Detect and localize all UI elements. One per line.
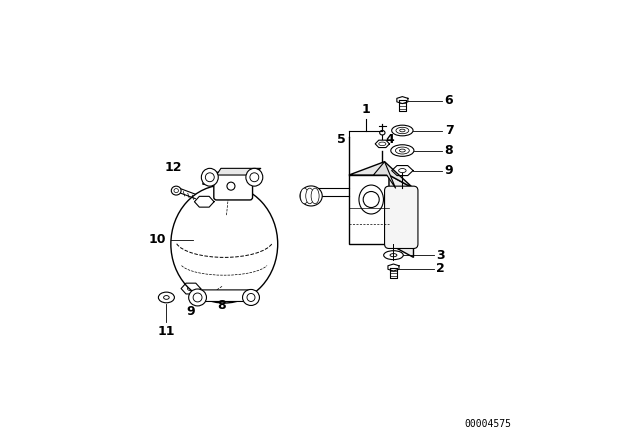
Circle shape [205, 173, 214, 182]
Ellipse shape [206, 275, 229, 289]
FancyBboxPatch shape [214, 172, 253, 200]
Ellipse shape [300, 188, 308, 204]
Ellipse shape [311, 188, 319, 204]
Polygon shape [349, 162, 413, 188]
Polygon shape [389, 175, 413, 258]
Ellipse shape [188, 286, 195, 291]
Ellipse shape [383, 251, 403, 260]
Ellipse shape [396, 147, 410, 154]
Ellipse shape [164, 296, 169, 299]
Ellipse shape [174, 189, 179, 193]
Ellipse shape [300, 186, 322, 206]
Text: 4: 4 [386, 133, 395, 146]
Text: 3: 3 [436, 249, 444, 262]
Text: 9: 9 [200, 175, 209, 188]
Text: 9: 9 [187, 306, 195, 319]
Circle shape [250, 173, 259, 182]
Text: 8: 8 [445, 144, 453, 157]
Polygon shape [216, 168, 261, 175]
Ellipse shape [211, 278, 225, 286]
Text: 2: 2 [436, 262, 445, 275]
Ellipse shape [172, 186, 181, 195]
Ellipse shape [379, 142, 386, 146]
Text: 5: 5 [337, 133, 346, 146]
Text: 8: 8 [227, 184, 236, 197]
Ellipse shape [306, 188, 314, 204]
Ellipse shape [216, 204, 237, 217]
Text: 8: 8 [218, 299, 227, 312]
Polygon shape [349, 175, 389, 244]
Ellipse shape [189, 289, 207, 306]
Ellipse shape [224, 209, 229, 212]
Ellipse shape [246, 168, 263, 186]
FancyBboxPatch shape [198, 290, 250, 302]
Text: 11: 11 [157, 325, 175, 338]
Ellipse shape [392, 125, 413, 136]
Circle shape [247, 293, 255, 302]
Text: 10: 10 [149, 233, 166, 246]
Ellipse shape [243, 289, 259, 306]
Ellipse shape [201, 199, 207, 204]
Text: 1: 1 [361, 103, 370, 116]
Text: 00004575: 00004575 [465, 419, 511, 429]
Ellipse shape [391, 145, 414, 156]
FancyBboxPatch shape [385, 186, 418, 249]
Ellipse shape [220, 207, 233, 215]
Ellipse shape [171, 185, 278, 303]
Circle shape [193, 293, 202, 302]
Circle shape [363, 191, 380, 207]
Ellipse shape [390, 254, 397, 257]
Ellipse shape [399, 168, 406, 172]
Text: 6: 6 [445, 94, 453, 107]
Circle shape [227, 182, 235, 190]
Polygon shape [373, 162, 396, 188]
Ellipse shape [380, 130, 385, 135]
Text: 12: 12 [164, 161, 182, 174]
Ellipse shape [158, 292, 175, 303]
Ellipse shape [202, 168, 218, 186]
Ellipse shape [400, 129, 405, 132]
Ellipse shape [359, 185, 383, 214]
Text: 9: 9 [445, 164, 453, 177]
Ellipse shape [396, 127, 409, 134]
Text: 7: 7 [445, 124, 453, 137]
Ellipse shape [399, 149, 405, 152]
Ellipse shape [214, 280, 221, 284]
